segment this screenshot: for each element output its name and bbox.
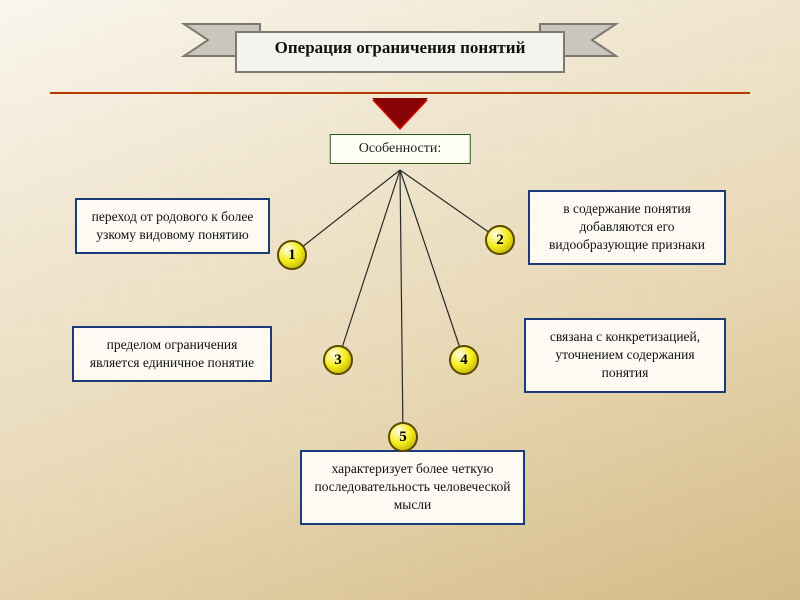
- feature-box-4: связана с конкретизацией, уточнением сод…: [524, 318, 726, 393]
- circle-digit: 1: [276, 239, 308, 271]
- feature-text: пределом ограничения является единичное …: [84, 336, 260, 372]
- feature-text: связана с конкретизацией, уточнением сод…: [536, 328, 714, 383]
- feature-box-2: в содержание понятия добавляются его вид…: [528, 190, 726, 265]
- features-label: Особенности:: [359, 141, 442, 156]
- number-circle-3: 3: [322, 344, 354, 376]
- circle-digit: 4: [448, 344, 480, 376]
- number-circle-2: 2: [484, 224, 516, 256]
- circle-digit: 3: [322, 344, 354, 376]
- feature-text: характеризует более четкую последователь…: [312, 460, 513, 515]
- number-circle-4: 4: [448, 344, 480, 376]
- feature-box-5: характеризует более четкую последователь…: [300, 450, 525, 525]
- slide-content: Операция ограничения понятий Особенности…: [0, 0, 800, 600]
- features-label-box: Особенности:: [330, 134, 471, 164]
- number-circle-1: 1: [276, 239, 308, 271]
- circle-digit: 2: [484, 224, 516, 256]
- feature-text: переход от родового к более узкому видов…: [87, 208, 258, 244]
- divider: [50, 92, 750, 94]
- page-title: Операция ограничения понятий: [180, 12, 620, 84]
- arrow-down-icon: [372, 100, 428, 130]
- title-banner: Операция ограничения понятий: [180, 12, 620, 84]
- feature-box-1: переход от родового к более узкому видов…: [75, 198, 270, 254]
- feature-box-3: пределом ограничения является единичное …: [72, 326, 272, 382]
- feature-text: в содержание понятия добавляются его вид…: [540, 200, 714, 255]
- number-circle-5: 5: [387, 421, 419, 453]
- circle-digit: 5: [387, 421, 419, 453]
